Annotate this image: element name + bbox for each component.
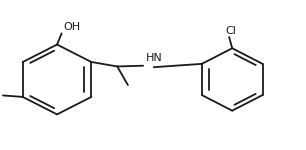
Text: OH: OH [63,22,80,32]
Text: HN: HN [146,53,163,63]
Text: Cl: Cl [225,26,236,36]
